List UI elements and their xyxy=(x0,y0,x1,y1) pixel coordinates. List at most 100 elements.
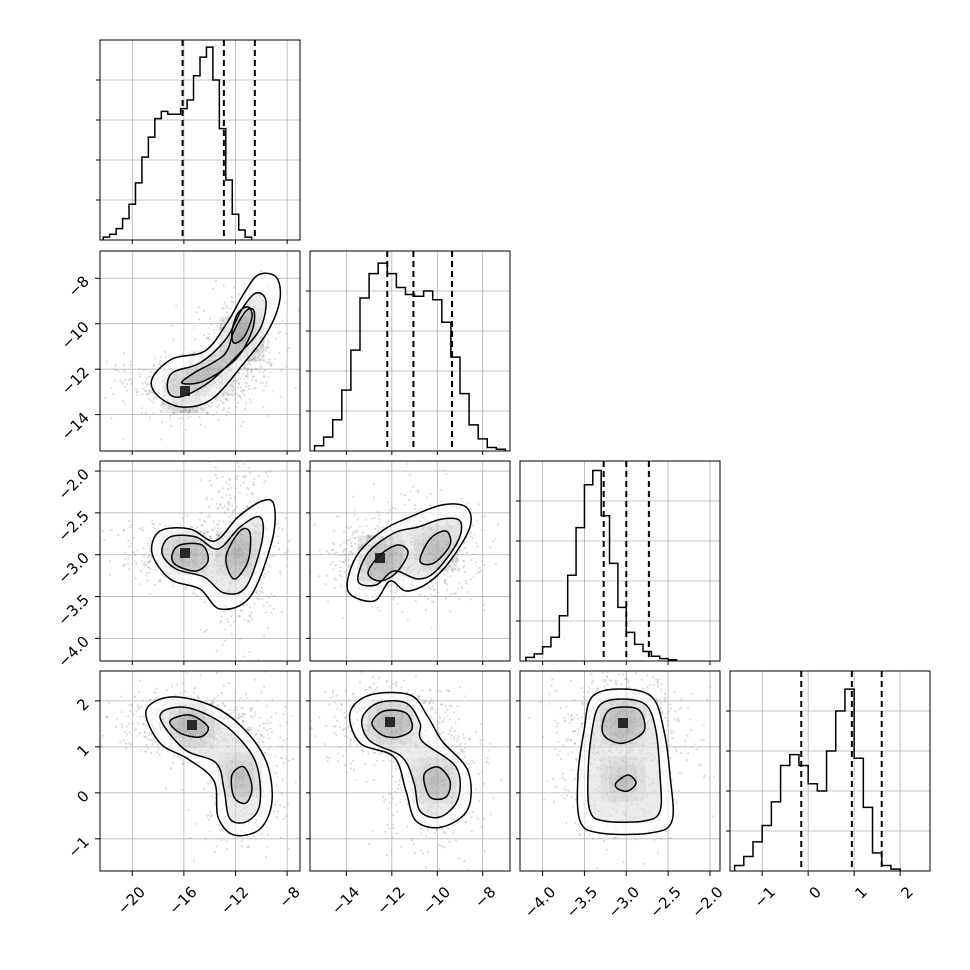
scatter-point xyxy=(438,717,441,720)
scatter-point xyxy=(279,570,282,573)
scatter-point xyxy=(463,547,466,550)
scatter-point xyxy=(245,375,248,378)
scatter-point xyxy=(414,599,417,602)
scatter-point xyxy=(428,504,431,507)
scatter-point xyxy=(154,357,157,360)
scatter-point xyxy=(142,554,145,557)
scatter-point xyxy=(281,745,284,748)
scatter-point xyxy=(468,737,471,741)
scatter-point xyxy=(290,714,293,717)
scatter-point xyxy=(343,549,346,552)
scatter-point xyxy=(391,682,394,686)
scatter-point xyxy=(142,723,145,726)
scatter-point xyxy=(176,683,179,686)
scatter-point xyxy=(475,730,478,733)
scatter-point xyxy=(156,396,159,399)
scatter-point xyxy=(268,358,271,361)
scatter-point xyxy=(68,367,70,369)
scatter-point xyxy=(325,574,329,577)
scatter-point xyxy=(460,497,463,500)
scatter-point xyxy=(147,383,150,386)
scatter-point xyxy=(282,739,285,742)
scatter-point xyxy=(286,564,289,567)
scatter-point xyxy=(192,691,195,694)
scatter-point xyxy=(153,697,156,700)
scatter-point xyxy=(135,394,138,397)
scatter-point xyxy=(225,494,228,497)
scatter-point xyxy=(128,731,131,734)
scatter-point xyxy=(211,287,214,290)
scatter-point xyxy=(164,787,167,790)
scatter-point xyxy=(243,407,247,410)
scatter-point xyxy=(275,816,278,819)
scatter-point xyxy=(446,583,449,586)
scatter-point xyxy=(123,730,126,733)
scatter-point xyxy=(326,760,329,763)
scatter-point xyxy=(203,531,206,535)
scatter-point xyxy=(125,747,128,750)
histogram-step-line xyxy=(733,688,901,871)
scatter-point xyxy=(396,810,399,813)
scatter-point xyxy=(459,749,463,752)
scatter-point xyxy=(140,706,143,709)
scatter-point xyxy=(207,336,210,339)
scatter-point xyxy=(232,509,235,512)
scatter-point xyxy=(149,698,152,702)
scatter-point xyxy=(354,531,357,535)
scatter-point xyxy=(128,520,131,523)
scatter-point xyxy=(371,829,374,832)
scatter-point xyxy=(146,392,149,395)
scatter-point xyxy=(145,744,149,747)
scatter-point xyxy=(364,763,367,766)
scatter-point xyxy=(472,552,475,556)
scatter-point xyxy=(130,703,133,707)
scatter-point xyxy=(423,701,426,704)
scatter-point xyxy=(463,695,466,698)
scatter-point xyxy=(288,540,291,543)
scatter-point xyxy=(150,751,153,755)
scatter-point xyxy=(129,371,132,374)
scatter-point xyxy=(386,807,389,810)
scatter-point xyxy=(347,559,350,562)
scatter-point xyxy=(247,729,250,732)
scatter-point xyxy=(454,721,457,724)
scatter-point xyxy=(102,734,105,737)
scatter-point xyxy=(389,584,392,587)
scatter-point xyxy=(330,549,333,552)
scatter-point xyxy=(254,678,257,681)
scatter-point xyxy=(245,603,249,607)
scatter-point xyxy=(444,711,447,714)
scatter-point xyxy=(136,549,139,552)
scatter-point xyxy=(129,364,132,367)
scatter-point xyxy=(249,370,252,373)
scatter-point xyxy=(234,392,237,395)
scatter-point xyxy=(285,534,288,537)
scatter-point xyxy=(235,505,238,508)
scatter-point xyxy=(245,367,248,370)
scatter-point xyxy=(233,700,236,703)
scatter-point xyxy=(340,575,343,578)
scatter-point xyxy=(228,478,231,481)
scatter-point xyxy=(211,498,214,501)
scatter-point xyxy=(243,366,246,369)
scatter-point xyxy=(236,386,240,389)
scatter-point xyxy=(128,526,131,529)
scatter-point xyxy=(249,358,252,361)
density-contour xyxy=(225,527,252,580)
scatter-point xyxy=(139,715,142,718)
density-contour xyxy=(348,691,472,829)
scatter-point xyxy=(318,575,321,578)
scatter-point xyxy=(209,811,212,814)
scatter-point xyxy=(264,573,267,576)
scatter-point xyxy=(227,398,230,402)
scatter-point xyxy=(400,686,403,690)
scatter-point xyxy=(130,382,133,385)
scatter-point xyxy=(187,411,190,414)
density-peak xyxy=(180,386,190,396)
scatter-point xyxy=(244,402,247,405)
scatter-point xyxy=(147,561,150,564)
scatter-point xyxy=(277,810,280,813)
scatter-point xyxy=(152,526,155,529)
scatter-point xyxy=(395,803,398,806)
scatter-point xyxy=(174,694,177,697)
